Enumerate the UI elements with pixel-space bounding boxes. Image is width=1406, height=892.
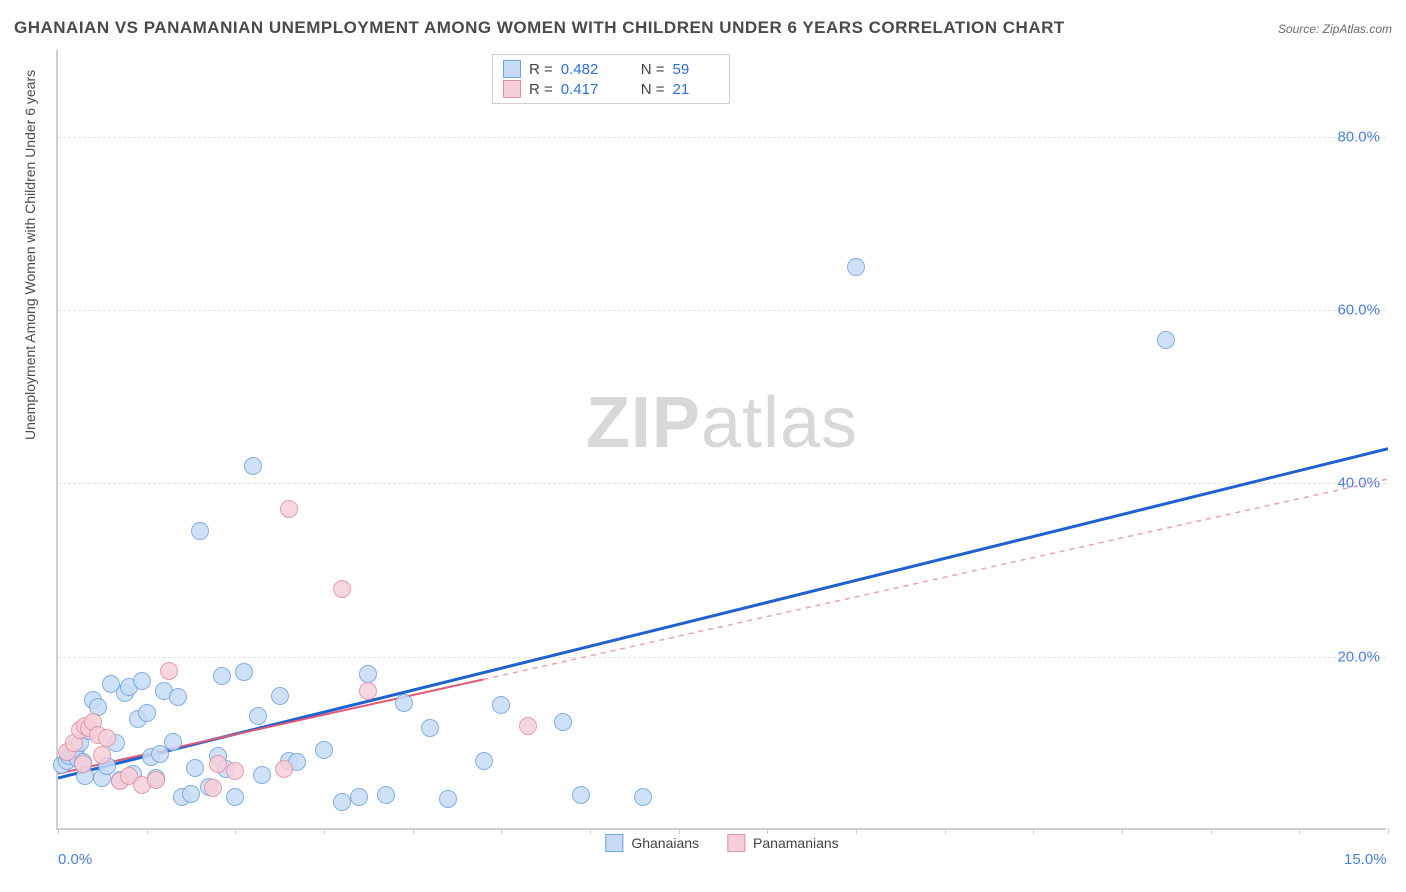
- data-point-panamanians: [275, 760, 293, 778]
- legend-label-ghanaians: Ghanaians: [631, 835, 699, 851]
- swatch-panamanians-bottom: [727, 834, 745, 852]
- legend-item-ghanaians: Ghanaians: [605, 834, 699, 852]
- data-point-ghanaians: [1157, 331, 1175, 349]
- data-point-panamanians: [519, 717, 537, 735]
- data-point-panamanians: [333, 580, 351, 598]
- x-tick-label: 15.0%: [1344, 851, 1387, 868]
- data-point-ghanaians: [333, 793, 351, 811]
- data-point-panamanians: [147, 771, 165, 789]
- data-point-ghanaians: [249, 707, 267, 725]
- data-point-ghanaians: [572, 786, 590, 804]
- data-point-ghanaians: [359, 665, 377, 683]
- data-point-panamanians: [74, 755, 92, 773]
- legend-item-panamanians: Panamanians: [727, 834, 839, 852]
- data-point-ghanaians: [350, 788, 368, 806]
- data-point-ghanaians: [244, 457, 262, 475]
- chart-title: GHANAIAN VS PANAMANIAN UNEMPLOYMENT AMON…: [14, 18, 1065, 38]
- data-point-ghanaians: [847, 258, 865, 276]
- data-point-ghanaians: [475, 752, 493, 770]
- data-point-ghanaians: [191, 522, 209, 540]
- data-point-ghanaians: [377, 786, 395, 804]
- legend-label-panamanians: Panamanians: [753, 835, 839, 851]
- title-bar: GHANAIAN VS PANAMANIAN UNEMPLOYMENT AMON…: [14, 18, 1392, 38]
- data-point-panamanians: [226, 762, 244, 780]
- x-tick-label: 0.0%: [58, 851, 92, 868]
- x-tick: [1388, 828, 1389, 834]
- data-point-panamanians: [209, 755, 227, 773]
- y-axis-label: Unemployment Among Women with Children U…: [22, 70, 38, 440]
- data-point-ghanaians: [439, 790, 457, 808]
- scatter-plot: ZIPatlas R = 0.482 N = 59 R = 0.417 N = …: [56, 50, 1386, 830]
- swatch-ghanaians-bottom: [605, 834, 623, 852]
- data-point-ghanaians: [554, 713, 572, 731]
- data-point-ghanaians: [271, 687, 289, 705]
- data-point-ghanaians: [213, 667, 231, 685]
- data-point-panamanians: [93, 746, 111, 764]
- data-point-ghanaians: [315, 741, 333, 759]
- series-legend: Ghanaians Panamanians: [605, 834, 838, 852]
- data-point-panamanians: [359, 682, 377, 700]
- data-point-ghanaians: [138, 704, 156, 722]
- data-point-ghanaians: [492, 696, 510, 714]
- data-point-ghanaians: [133, 672, 151, 690]
- data-point-panamanians: [280, 500, 298, 518]
- data-point-ghanaians: [634, 788, 652, 806]
- data-point-panamanians: [98, 729, 116, 747]
- data-point-ghanaians: [235, 663, 253, 681]
- data-point-ghanaians: [186, 759, 204, 777]
- data-point-ghanaians: [421, 719, 439, 737]
- data-point-panamanians: [160, 662, 178, 680]
- data-point-ghanaians: [164, 733, 182, 751]
- data-point-ghanaians: [182, 785, 200, 803]
- source-label: Source: ZipAtlas.com: [1278, 22, 1392, 36]
- data-point-ghanaians: [169, 688, 187, 706]
- data-point-ghanaians: [395, 694, 413, 712]
- data-point-panamanians: [204, 779, 222, 797]
- data-point-ghanaians: [226, 788, 244, 806]
- data-point-ghanaians: [253, 766, 271, 784]
